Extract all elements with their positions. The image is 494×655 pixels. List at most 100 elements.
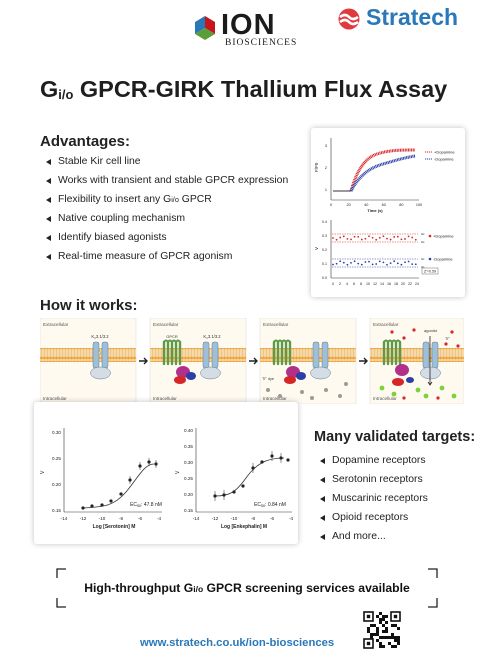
target-item: Opioid receptors (318, 512, 428, 531)
mechanism-panel-1: Extracellular Intracellular Kir3.1/3.2 (40, 318, 137, 404)
trace-legend-minus: -Dopamine (434, 157, 454, 162)
plus-dopamine-well (414, 238, 417, 241)
thallium-flux-figure: F/F0 1 2 3 0 20 40 60 80 100 Time (s) +D… (311, 128, 465, 297)
title-rest: GPCR-GIRK Thallium Flux Assay (73, 76, 448, 102)
svg-text:0: 0 (330, 203, 332, 207)
svg-text:0.4: 0.4 (322, 220, 327, 224)
advantage-item: Stable Kir cell line (44, 156, 288, 175)
plus-dopamine-well (350, 238, 352, 241)
svg-text:0.3: 0.3 (322, 234, 327, 238)
ratio-legend-plus: +Dopamine (433, 234, 454, 239)
page-title: Gi/o GPCR-GIRK Thallium Flux Assay (40, 76, 447, 103)
trace-xlabel: Time (s) (367, 208, 383, 213)
dose-response-figure: V 0.15 0.20 0.25 0.30 -14 -12 -10 -8 -6 … (34, 402, 298, 544)
svg-text:Intracellular: Intracellular (153, 396, 177, 401)
svg-text:-10: -10 (99, 516, 106, 521)
svg-text:3: 3 (325, 144, 327, 148)
svg-text:Intracellular: Intracellular (263, 396, 287, 401)
plus-dopamine-well (339, 236, 342, 239)
cta-text[interactable]: High-throughput Gi/o GPCR screening serv… (84, 581, 410, 595)
minus-dopamine-well (414, 263, 417, 266)
plus-dopamine-well (396, 235, 399, 238)
stratech-logo-mark-icon (338, 8, 360, 30)
trace-legend-plus: +Dopamine (434, 150, 455, 155)
svg-text:Extracellular: Extracellular (43, 322, 69, 327)
advantage-item: Native coupling mechanism (44, 213, 288, 232)
plus-dopamine-well (342, 235, 345, 238)
ion-subtitle: BIOSCIENCES (225, 38, 298, 48)
stratech-logo[interactable]: Stratech (337, 4, 494, 32)
minus-dopamine-well (346, 263, 349, 266)
minus-dopamine-well (375, 263, 378, 265)
flux-figure-svg: F/F0 1 2 3 0 20 40 60 80 100 Time (s) +D… (314, 138, 455, 286)
plus-dopamine-well (371, 236, 374, 239)
svg-text:Extracellular: Extracellular (373, 322, 399, 327)
mechanism-panel-4: Extracellular Intracellular agonist Tl+ (369, 318, 464, 404)
svg-text:20: 20 (401, 282, 405, 286)
z-factor-label: Z'=0.59 (424, 269, 436, 273)
minus-dopamine-well (393, 260, 396, 263)
svg-text:0.15: 0.15 (52, 508, 61, 513)
dose-response-svg: V 0.15 0.20 0.25 0.30 -14 -12 -10 -8 -6 … (40, 428, 293, 530)
svg-text:60: 60 (382, 203, 386, 207)
svg-text:2: 2 (325, 166, 327, 170)
svg-text:-14: -14 (193, 516, 200, 521)
stratech-wordmark: Stratech (366, 4, 459, 30)
svg-text:0.25: 0.25 (52, 456, 61, 461)
advantage-item: Flexibility to insert any Gi/o GPCR (44, 194, 288, 213)
target-item: Muscarinic receptors (318, 493, 428, 512)
plus-dopamine-well (357, 235, 360, 238)
svg-text:Extracellular: Extracellular (153, 322, 179, 327)
enkephalin-xlabel: Log [Enkephalin] M (221, 524, 267, 530)
svg-text:0.35: 0.35 (184, 444, 193, 449)
svg-text:-12: -12 (80, 516, 87, 521)
svg-text:Intracellular: Intracellular (43, 396, 67, 401)
plus-dopamine-well (335, 238, 338, 241)
qr-code-icon[interactable] (363, 611, 401, 649)
svg-text:20: 20 (346, 203, 350, 207)
minus-dopamine-well (404, 261, 406, 264)
svg-text:0.1: 0.1 (322, 262, 327, 266)
ion-logo-mark-icon (195, 16, 215, 40)
svg-text:-12: -12 (212, 516, 219, 521)
svg-text:0.15: 0.15 (184, 508, 193, 513)
plus-dopamine-well (389, 238, 392, 241)
svg-text:-4: -4 (157, 516, 162, 521)
svg-text:EC50: 47.8 nM: EC50: 47.8 nM (130, 502, 162, 508)
svg-text:-8: -8 (251, 516, 256, 521)
advantage-item: Identify biased agonists (44, 232, 288, 251)
plus-dopamine-well (404, 238, 406, 240)
plus-dopamine-trace (349, 148, 416, 192)
svg-text:-6: -6 (138, 516, 143, 521)
svg-text:0.30: 0.30 (184, 460, 193, 465)
plus-dopamine-well (353, 235, 356, 238)
ion-wordmark: ION (221, 9, 276, 41)
website-link[interactable]: www.stratech.co.uk/ion-biosciences (140, 637, 335, 649)
plus-dopamine-well (375, 238, 378, 241)
svg-text:24: 24 (415, 282, 419, 286)
minus-dopamine-trace (349, 154, 416, 192)
step-arrow-icon (249, 357, 258, 365)
minus-dopamine-well (371, 263, 374, 266)
serotonin-xlabel: Log [Serotonin] M (93, 524, 136, 530)
svg-text:14: 14 (380, 282, 384, 286)
header: ION BIOSCIENCES Stratech (0, 0, 494, 58)
svg-text:18: 18 (394, 282, 398, 286)
enkephalin-ylabel: V (175, 470, 181, 474)
minus-dopamine-well (339, 260, 342, 263)
target-item: And more... (318, 531, 428, 550)
ratio-dots (332, 235, 417, 266)
svg-text:16: 16 (387, 282, 391, 286)
gpcr-label: GPCR (166, 334, 178, 339)
plus-dopamine-well (400, 238, 403, 241)
minus-dopamine-well (342, 261, 345, 264)
trace-ylabel: F/F0 (314, 162, 319, 172)
plus-dopamine-well (407, 235, 410, 238)
svg-text:0.2: 0.2 (322, 248, 327, 252)
serotonin-dose-response-chart: V 0.15 0.20 0.25 0.30 -14 -12 -10 -8 -6 … (40, 428, 162, 530)
minus-dopamine-well (353, 260, 356, 263)
svg-text:0.30: 0.30 (52, 430, 61, 435)
ion-biosciences-logo[interactable]: ION BIOSCIENCES (193, 9, 299, 48)
mechanism-panel-3: Extracellular Intracellular Tl+ dye (259, 318, 357, 404)
svg-text:100: 100 (416, 203, 422, 207)
